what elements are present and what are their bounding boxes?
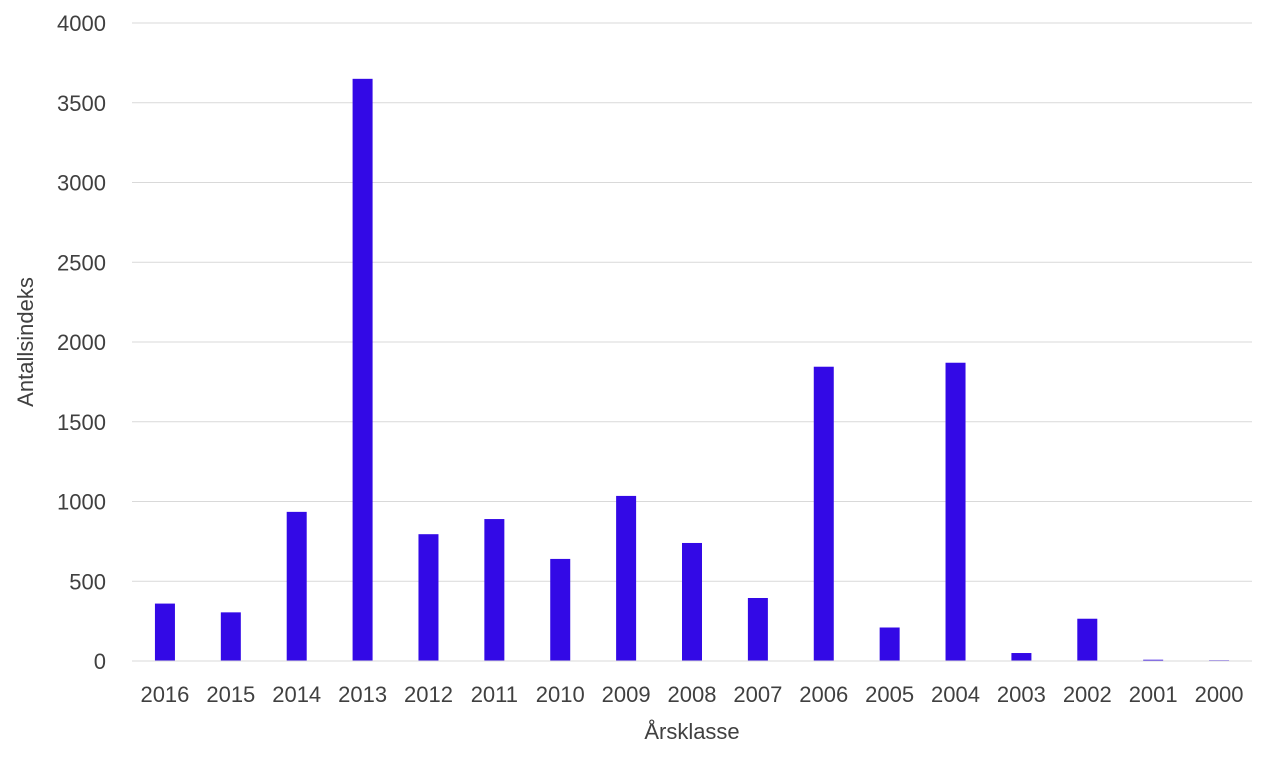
y-axis-ticks: 0 500 1000 1500 2000 2500 3000 3500 4000 xyxy=(57,11,106,674)
x-tick-label: 2013 xyxy=(338,682,387,707)
bar-2002 xyxy=(1077,618,1098,661)
x-tick-label: 2007 xyxy=(733,682,782,707)
bar-2008 xyxy=(682,542,702,661)
bar-2009 xyxy=(616,495,637,661)
bar-2013 xyxy=(352,78,373,661)
x-tick-label: 2005 xyxy=(865,682,914,707)
bar-2012 xyxy=(418,534,439,661)
x-tick-label: 2004 xyxy=(931,682,980,707)
x-tick-label: 2011 xyxy=(471,682,518,707)
y-tick-label: 500 xyxy=(69,569,106,594)
y-axis-title: Antallsindeks xyxy=(13,277,38,407)
x-tick-label: 2003 xyxy=(997,682,1046,707)
bar-2003 xyxy=(1011,653,1032,661)
x-tick-label: 2006 xyxy=(799,682,848,707)
y-tick-label: 1500 xyxy=(57,410,106,435)
bars xyxy=(154,78,1230,661)
x-axis-title: Årsklasse xyxy=(644,719,739,744)
y-tick-label: 0 xyxy=(94,649,106,674)
y-tick-label: 3500 xyxy=(57,91,106,116)
x-axis-ticks: 2016 2015 2014 2013 2012 2011 2010 2009 2008 2007… xyxy=(140,682,1243,707)
bar-2004 xyxy=(945,362,966,661)
y-tick-label: 3000 xyxy=(57,171,106,196)
x-tick-label: 2008 xyxy=(668,682,717,707)
bar-2005 xyxy=(879,627,900,661)
x-tick-label: 2002 xyxy=(1063,682,1112,707)
y-tick-label: 2000 xyxy=(57,330,106,355)
bar-2015 xyxy=(220,612,241,661)
x-tick-label: 2000 xyxy=(1195,682,1244,707)
x-tick-label: 2010 xyxy=(536,682,585,707)
bar-2014 xyxy=(286,511,307,661)
y-tick-label: 1000 xyxy=(57,490,106,515)
bar-2010 xyxy=(550,558,571,661)
x-tick-label: 2001 xyxy=(1129,682,1178,707)
x-tick-label: 2016 xyxy=(140,682,189,707)
bar-2007 xyxy=(747,597,768,661)
x-tick-label: 2009 xyxy=(602,682,651,707)
bar-2001 xyxy=(1143,659,1164,661)
bar-2011 xyxy=(484,519,505,661)
y-tick-label: 2500 xyxy=(57,250,106,275)
x-tick-label: 2014 xyxy=(272,682,321,707)
x-tick-label: 2012 xyxy=(404,682,453,707)
gridlines xyxy=(132,22,1252,582)
x-tick-label: 2015 xyxy=(206,682,255,707)
y-tick-label: 4000 xyxy=(57,11,106,36)
bar-2016 xyxy=(154,603,175,661)
bar-2006 xyxy=(813,366,834,661)
